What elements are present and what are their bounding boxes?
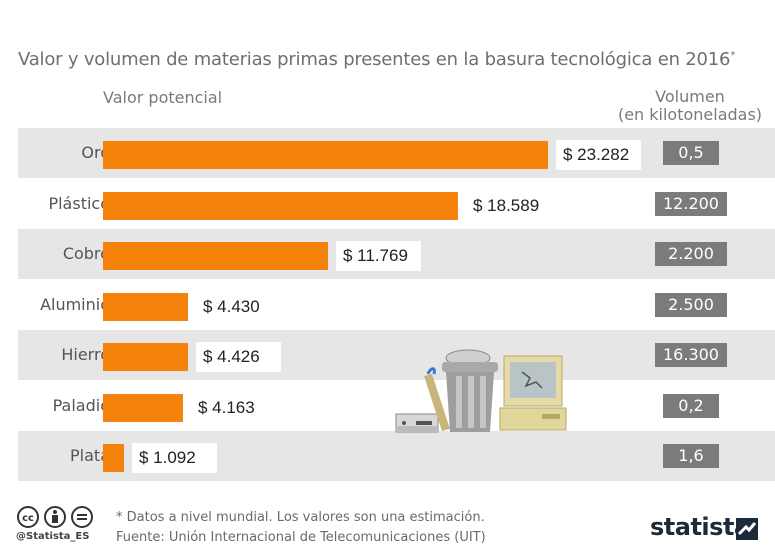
value-bar <box>103 444 124 472</box>
value-label: $ 4.430 <box>196 292 281 322</box>
value-bar <box>103 242 328 270</box>
chart-title: Valor y volumen de materias primas prese… <box>18 49 735 70</box>
value-label: $ 4.426 <box>196 342 281 372</box>
chart-row: Cobre $ 11.769 2.200 <box>18 229 775 279</box>
volume-label: 12.200 <box>655 192 727 216</box>
chart-title-text: Valor y volumen de materias primas prese… <box>18 49 731 70</box>
footnotes: * Datos a nivel mundial. Los valores son… <box>116 508 486 548</box>
category-label: Oro <box>81 143 110 162</box>
social-handle: @Statista_ES <box>16 531 90 542</box>
category-label: Cobre <box>62 244 110 263</box>
chart-row: Plata $ 1.092 1,6 <box>18 431 775 481</box>
value-bar <box>103 343 188 371</box>
value-bar <box>103 394 183 422</box>
value-label: $ 18.589 <box>466 191 551 221</box>
volume-label: 16.300 <box>655 343 727 367</box>
value-column-header: Valor potencial <box>103 88 223 107</box>
category-label: Plata <box>70 446 110 465</box>
category-label: Plástico <box>48 194 110 213</box>
volume-label: 0,2 <box>663 394 719 418</box>
volume-header-line1: Volumen <box>655 87 725 106</box>
value-label: $ 1.092 <box>132 443 217 473</box>
volume-label: 2.200 <box>655 242 727 266</box>
chart-row: Paladio $ 4.163 0,2 <box>18 381 775 431</box>
header-strip <box>103 108 275 126</box>
volume-label: 0,5 <box>663 141 719 165</box>
statista-logo-icon[interactable] <box>736 518 758 540</box>
value-bar <box>103 141 548 169</box>
value-label: $ 23.282 <box>556 140 641 170</box>
value-label: $ 11.769 <box>336 241 421 271</box>
no-derivatives-icon <box>71 506 93 528</box>
footnote-source: Fuente: Unión Internacional de Telecomun… <box>116 530 486 545</box>
value-label: $ 4.163 <box>191 393 276 423</box>
footnote-note: * Datos a nivel mundial. Los valores son… <box>116 510 485 525</box>
license-icons: cc <box>17 506 93 528</box>
volume-header-line2: (en kilotoneladas) <box>617 105 763 124</box>
volume-column-header: Volumen (en kilotoneladas) <box>615 88 765 124</box>
chart-row: Hierro $ 4.426 16.300 <box>18 330 775 380</box>
category-label: Paladio <box>52 396 110 415</box>
value-bar <box>103 192 458 220</box>
volume-label: 1,6 <box>663 444 719 468</box>
svg-text:cc: cc <box>22 513 34 524</box>
attribution-icon <box>44 506 66 528</box>
value-bar <box>103 293 188 321</box>
ewaste-illustration-icon <box>395 349 567 433</box>
title-footnote-mark: * <box>730 50 736 61</box>
statista-logo[interactable]: statista <box>650 513 750 541</box>
creative-commons-icon: cc <box>17 506 39 528</box>
category-label: Hierro <box>61 345 110 364</box>
chart-row: Plástico $ 18.589 12.200 <box>18 179 775 229</box>
title-backdrop <box>15 14 640 48</box>
chart-row: Aluminio $ 4.430 2.500 <box>18 280 775 330</box>
chart-row: Oro $ 23.282 0,5 <box>18 128 775 178</box>
category-label: Aluminio <box>40 295 110 314</box>
volume-label: 2.500 <box>655 293 727 317</box>
